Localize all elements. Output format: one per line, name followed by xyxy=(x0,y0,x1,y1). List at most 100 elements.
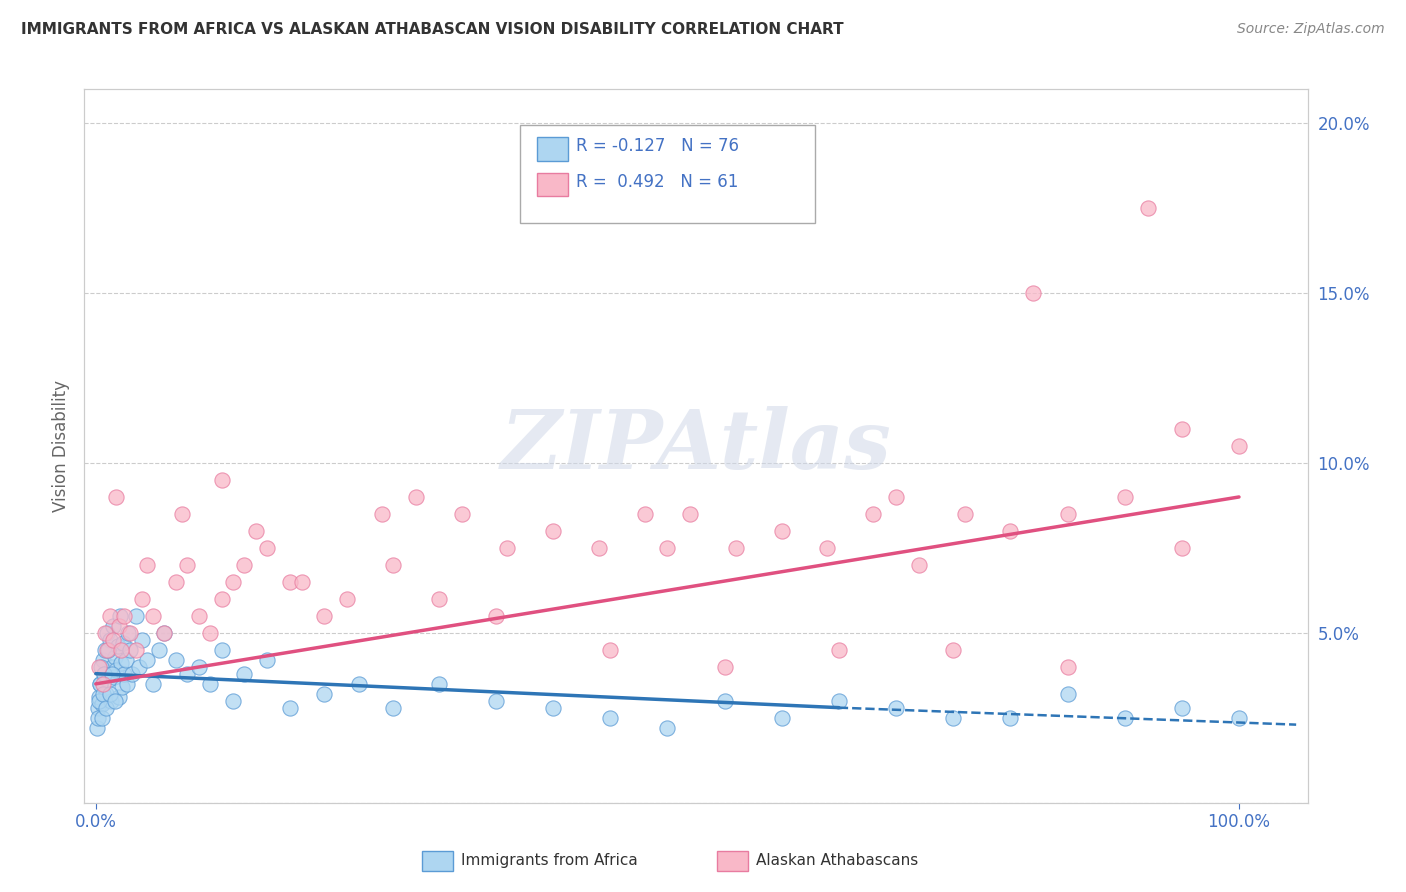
Point xyxy=(290,574,312,589)
Point xyxy=(98,632,121,647)
Point xyxy=(94,700,117,714)
Point xyxy=(908,558,931,572)
Point xyxy=(817,541,839,555)
Point xyxy=(87,700,110,714)
Point xyxy=(104,694,127,708)
Point xyxy=(233,558,256,572)
Point xyxy=(314,608,336,623)
Point xyxy=(211,473,233,487)
Point xyxy=(541,524,564,538)
Point xyxy=(108,608,131,623)
Point xyxy=(256,653,278,667)
Point xyxy=(1056,507,1078,521)
Point xyxy=(131,591,153,606)
Point xyxy=(89,690,111,705)
Point xyxy=(101,666,124,681)
Point xyxy=(1056,687,1078,701)
Point xyxy=(1056,660,1078,674)
Point xyxy=(278,700,301,714)
Text: Immigrants from Africa: Immigrants from Africa xyxy=(461,854,638,868)
Point xyxy=(131,632,153,647)
Point xyxy=(165,653,187,667)
Point xyxy=(97,643,120,657)
Point xyxy=(382,558,405,572)
Point xyxy=(405,490,427,504)
Point xyxy=(107,690,129,705)
Point xyxy=(136,558,159,572)
Point xyxy=(770,524,793,538)
Point xyxy=(136,653,159,667)
Point xyxy=(89,677,111,691)
Point xyxy=(100,694,122,708)
Point xyxy=(101,660,124,674)
Point xyxy=(770,711,793,725)
Point xyxy=(165,574,187,589)
Point xyxy=(125,643,148,657)
Point xyxy=(121,666,143,681)
Point xyxy=(94,687,117,701)
Point xyxy=(942,643,965,657)
Point xyxy=(862,507,884,521)
Point xyxy=(713,660,735,674)
Point xyxy=(828,694,851,708)
Text: R = -0.127   N = 76: R = -0.127 N = 76 xyxy=(576,137,740,155)
Point xyxy=(1227,439,1250,453)
Point xyxy=(1227,711,1250,725)
Point xyxy=(115,677,138,691)
Point xyxy=(128,660,150,674)
Point xyxy=(89,660,111,674)
Text: R =  0.492   N = 61: R = 0.492 N = 61 xyxy=(576,173,738,191)
Point xyxy=(120,643,142,657)
Point xyxy=(679,507,702,521)
Point xyxy=(599,643,621,657)
Point xyxy=(101,632,124,647)
Point xyxy=(91,653,114,667)
Point xyxy=(485,694,508,708)
Point xyxy=(176,558,198,572)
Point xyxy=(485,608,508,623)
Point xyxy=(104,649,127,664)
Point xyxy=(724,541,747,555)
Point xyxy=(222,574,245,589)
Point xyxy=(211,643,233,657)
Point xyxy=(117,626,139,640)
Point xyxy=(633,507,655,521)
Point xyxy=(427,677,450,691)
Point xyxy=(103,670,125,684)
Point xyxy=(142,677,165,691)
Point xyxy=(1171,541,1194,555)
Point xyxy=(112,608,135,623)
Point xyxy=(382,700,405,714)
Point xyxy=(94,643,117,657)
Point xyxy=(1022,286,1045,301)
Point xyxy=(657,541,679,555)
Point xyxy=(198,626,221,640)
Point xyxy=(1000,711,1022,725)
Text: IMMIGRANTS FROM AFRICA VS ALASKAN ATHABASCAN VISION DISABILITY CORRELATION CHART: IMMIGRANTS FROM AFRICA VS ALASKAN ATHABA… xyxy=(21,22,844,37)
Point xyxy=(105,490,128,504)
Point xyxy=(953,507,976,521)
Point xyxy=(336,591,359,606)
Point xyxy=(90,660,112,674)
Text: Source: ZipAtlas.com: Source: ZipAtlas.com xyxy=(1237,22,1385,37)
Point xyxy=(176,666,198,681)
Point xyxy=(1114,490,1136,504)
Point xyxy=(148,643,170,657)
Point xyxy=(94,626,117,640)
Point xyxy=(1136,201,1159,215)
Point xyxy=(1000,524,1022,538)
Point xyxy=(91,711,114,725)
Point xyxy=(89,677,111,691)
Point xyxy=(884,700,907,714)
Point xyxy=(111,680,134,694)
Point xyxy=(187,608,209,623)
Point xyxy=(541,700,564,714)
Point xyxy=(170,507,193,521)
Point xyxy=(96,626,118,640)
Point xyxy=(370,507,392,521)
Point xyxy=(97,673,120,688)
Point xyxy=(1171,422,1194,436)
Point xyxy=(153,626,176,640)
Point xyxy=(91,677,114,691)
Point xyxy=(314,687,336,701)
